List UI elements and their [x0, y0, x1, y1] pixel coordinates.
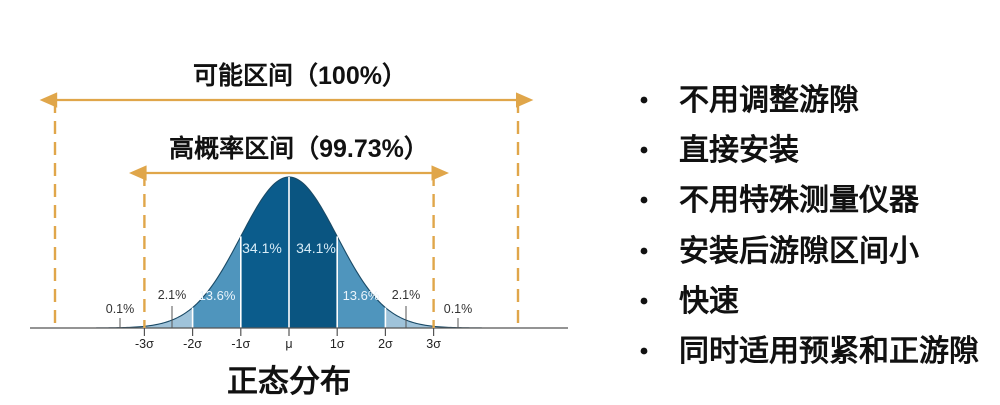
svg-text:34.1%: 34.1% — [242, 240, 282, 256]
svg-text:2σ: 2σ — [378, 337, 393, 351]
svg-text:高概率区间（99.73%）: 高概率区间（99.73%） — [169, 134, 429, 163]
svg-text:-1σ: -1σ — [231, 337, 250, 351]
svg-text:34.1%: 34.1% — [296, 240, 336, 256]
svg-text:不用特殊测量仪器: 不用特殊测量仪器 — [679, 184, 920, 217]
svg-text:快速: 快速 — [679, 285, 739, 318]
svg-text:13.6%: 13.6% — [343, 288, 380, 303]
svg-text:不用调整游隙: 不用调整游隙 — [679, 84, 859, 117]
svg-text:2.1%: 2.1% — [158, 288, 187, 302]
svg-text:-3σ: -3σ — [135, 337, 154, 351]
svg-text:安装后游隙区间小: 安装后游隙区间小 — [679, 235, 919, 268]
svg-text:-2σ: -2σ — [183, 337, 202, 351]
svg-text:1σ: 1σ — [330, 337, 345, 351]
svg-text:可能区间（100%）: 可能区间（100%） — [193, 61, 407, 90]
svg-text:μ: μ — [285, 337, 292, 351]
svg-text:13.6%: 13.6% — [199, 288, 236, 303]
svg-text:直接安装: 直接安装 — [679, 134, 799, 167]
svg-text:3σ: 3σ — [426, 337, 441, 351]
svg-text:2.1%: 2.1% — [392, 288, 421, 302]
svg-text:0.1%: 0.1% — [106, 302, 135, 316]
svg-text:0.1%: 0.1% — [444, 302, 473, 316]
svg-text:同时适用预紧和正游隙: 同时适用预紧和正游隙 — [679, 335, 979, 368]
svg-text:正态分布: 正态分布 — [227, 364, 351, 399]
